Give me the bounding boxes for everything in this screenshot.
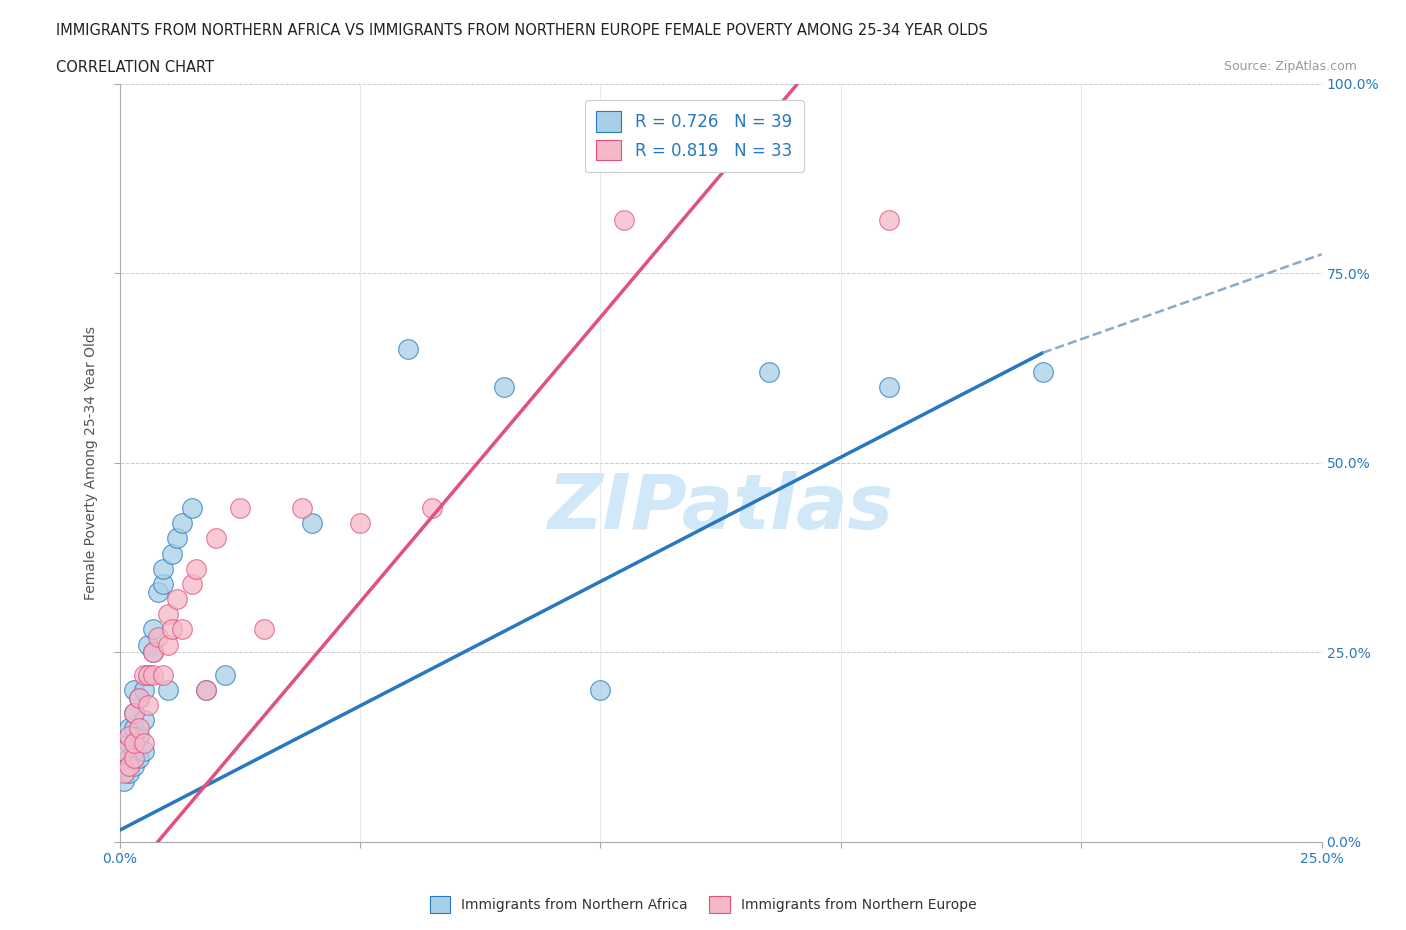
Point [253, 622, 276, 637]
Point [152, 668, 174, 683]
Point [122, 759, 145, 774]
Point [396, 341, 419, 356]
Point [152, 577, 174, 591]
Point [170, 516, 193, 531]
Point [228, 500, 252, 515]
Point [138, 668, 160, 683]
Point [142, 644, 165, 659]
Point [128, 690, 150, 705]
Point [291, 500, 314, 515]
Text: ZIPatlas: ZIPatlas [547, 472, 894, 545]
Point [186, 562, 208, 577]
Point [118, 751, 141, 765]
Point [877, 213, 900, 228]
Point [146, 584, 169, 599]
Point [138, 637, 160, 652]
Point [122, 705, 145, 720]
Y-axis label: Female Poverty Among 25-34 Year Olds: Female Poverty Among 25-34 Year Olds [84, 326, 98, 600]
Point [156, 607, 179, 622]
Point [180, 500, 202, 515]
Point [1032, 365, 1054, 379]
Point [118, 728, 141, 743]
Point [118, 766, 141, 781]
Point [138, 698, 160, 712]
Point [142, 644, 165, 659]
Point [613, 213, 636, 228]
Point [132, 713, 155, 728]
Point [128, 690, 150, 705]
Point [118, 736, 141, 751]
Point [156, 637, 179, 652]
Point [122, 683, 145, 698]
Point [122, 751, 145, 765]
Point [122, 705, 145, 720]
Point [112, 743, 135, 758]
Point [162, 622, 184, 637]
Legend: Immigrants from Northern Africa, Immigrants from Northern Europe: Immigrants from Northern Africa, Immigra… [425, 890, 981, 919]
Point [112, 743, 135, 758]
Point [156, 683, 179, 698]
Text: CORRELATION CHART: CORRELATION CHART [56, 60, 214, 75]
Point [214, 668, 236, 683]
Point [349, 516, 371, 531]
Point [138, 668, 160, 683]
Legend: R = 0.726   N = 39, R = 0.819   N = 33: R = 0.726 N = 39, R = 0.819 N = 33 [585, 100, 804, 172]
Point [170, 622, 193, 637]
Point [132, 668, 155, 683]
Point [122, 743, 145, 758]
Point [112, 774, 135, 789]
Point [132, 683, 155, 698]
Point [494, 379, 516, 394]
Text: Source: ZipAtlas.com: Source: ZipAtlas.com [1223, 60, 1357, 73]
Point [204, 531, 226, 546]
Point [118, 721, 141, 736]
Point [758, 365, 780, 379]
Point [166, 531, 188, 546]
Point [166, 591, 188, 606]
Point [146, 630, 169, 644]
Point [195, 683, 218, 698]
Point [128, 751, 150, 765]
Point [112, 766, 135, 781]
Point [142, 668, 165, 683]
Point [132, 736, 155, 751]
Text: IMMIGRANTS FROM NORTHERN AFRICA VS IMMIGRANTS FROM NORTHERN EUROPE FEMALE POVERT: IMMIGRANTS FROM NORTHERN AFRICA VS IMMIG… [56, 23, 988, 38]
Point [420, 500, 443, 515]
Point [301, 516, 323, 531]
Point [118, 759, 141, 774]
Point [142, 622, 165, 637]
Point [877, 379, 900, 394]
Point [162, 546, 184, 561]
Point [132, 743, 155, 758]
Point [122, 721, 145, 736]
Point [122, 736, 145, 751]
Point [152, 562, 174, 577]
Point [180, 577, 202, 591]
Point [195, 683, 218, 698]
Point [128, 721, 150, 736]
Point [112, 759, 135, 774]
Point [128, 728, 150, 743]
Point [589, 683, 612, 698]
